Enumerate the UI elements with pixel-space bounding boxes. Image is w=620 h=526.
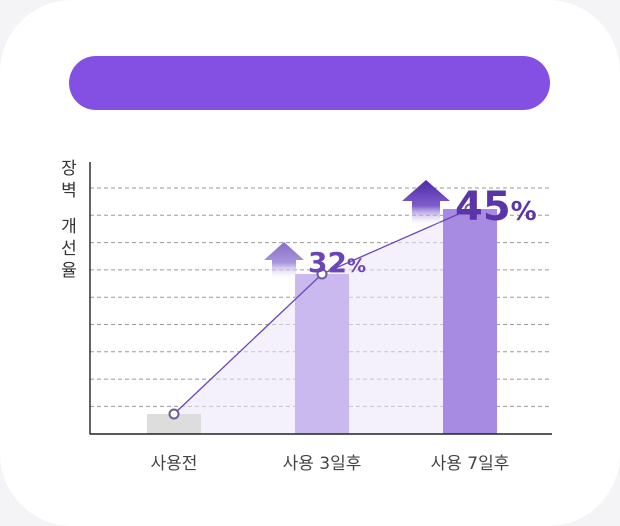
x-tick-label-2: 사용 7일후 — [431, 454, 510, 474]
x-tick-label-0: 사용전 — [151, 454, 198, 474]
y-axis-label-char: 벽 — [61, 181, 77, 201]
trend-point-1 — [316, 268, 328, 280]
trend-point-2 — [464, 203, 476, 215]
y-axis-label-char: 개 — [61, 217, 77, 237]
bar-0 — [147, 414, 201, 434]
up-arrow-icon — [402, 180, 450, 227]
annotation-32: 32% — [308, 246, 366, 279]
up-arrow-icon — [264, 242, 304, 280]
bar-2 — [443, 209, 497, 434]
trend-point-0 — [168, 408, 180, 420]
title-banner — [69, 56, 550, 110]
y-axis-label-char: 율 — [61, 261, 77, 281]
y-axis-label-char: 선 — [61, 239, 77, 259]
y-axis-label: 장 벽 개 선 율 — [58, 158, 80, 282]
annotation-45: 45% — [455, 184, 537, 230]
y-axis-label-char: 장 — [61, 159, 77, 179]
x-tick-label-1: 사용 3일후 — [283, 454, 362, 474]
bar-1 — [295, 274, 349, 434]
